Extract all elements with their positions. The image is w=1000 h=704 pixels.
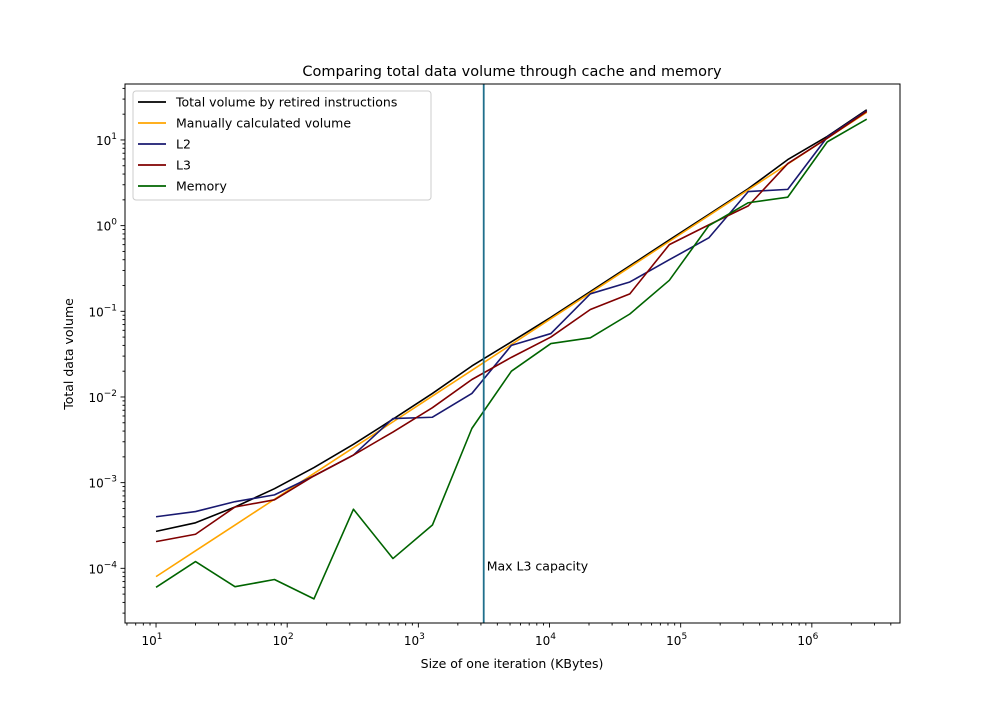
x-tick-label: 101: [142, 632, 163, 648]
y-tick-label: 10−4: [88, 560, 117, 576]
x-tick-label: 106: [797, 632, 818, 648]
y-tick-label: 10−1: [88, 303, 117, 319]
x-tick-label: 104: [535, 632, 556, 648]
legend-entry-label: L2: [176, 137, 191, 152]
series-line-4: [155, 110, 868, 543]
series-line-5: [155, 118, 868, 600]
series-line-1: [155, 109, 868, 533]
y-tick-label: 10−3: [88, 475, 117, 491]
x-tick-label: 102: [273, 632, 294, 648]
plot-data-layer: [155, 84, 868, 623]
x-tick-label: 103: [404, 632, 425, 648]
x-tick-label: 105: [666, 632, 687, 648]
legend-entry-label: Manually calculated volume: [176, 116, 351, 131]
y-axis-label: Total data volume: [61, 298, 76, 411]
x-axis: 101 102 103 104 105 106: [126, 623, 892, 648]
y-tick-label: 100: [96, 218, 117, 234]
chart-title: Comparing total data volume through cach…: [302, 64, 722, 80]
legend-box: [132, 90, 432, 201]
x-axis-label: Size of one iteration (KBytes): [421, 656, 604, 671]
max-l3-capacity-annotation: Max L3 capacity: [487, 559, 589, 574]
y-axis: 10−4 10−3 10−2 10−1 100 101: [88, 87, 125, 614]
legend-entry-label: Memory: [176, 179, 227, 194]
series-line-3: [155, 109, 868, 518]
legend-entry-label: L3: [176, 158, 191, 173]
plot-area-frame: [124, 83, 901, 624]
legend-entry-label: Total volume by retired instructions: [175, 95, 397, 110]
y-tick-label: 101: [96, 132, 117, 148]
y-tick-label: 10−2: [88, 389, 117, 405]
legend: Total volume by retired instructions Manu…: [132, 90, 432, 201]
